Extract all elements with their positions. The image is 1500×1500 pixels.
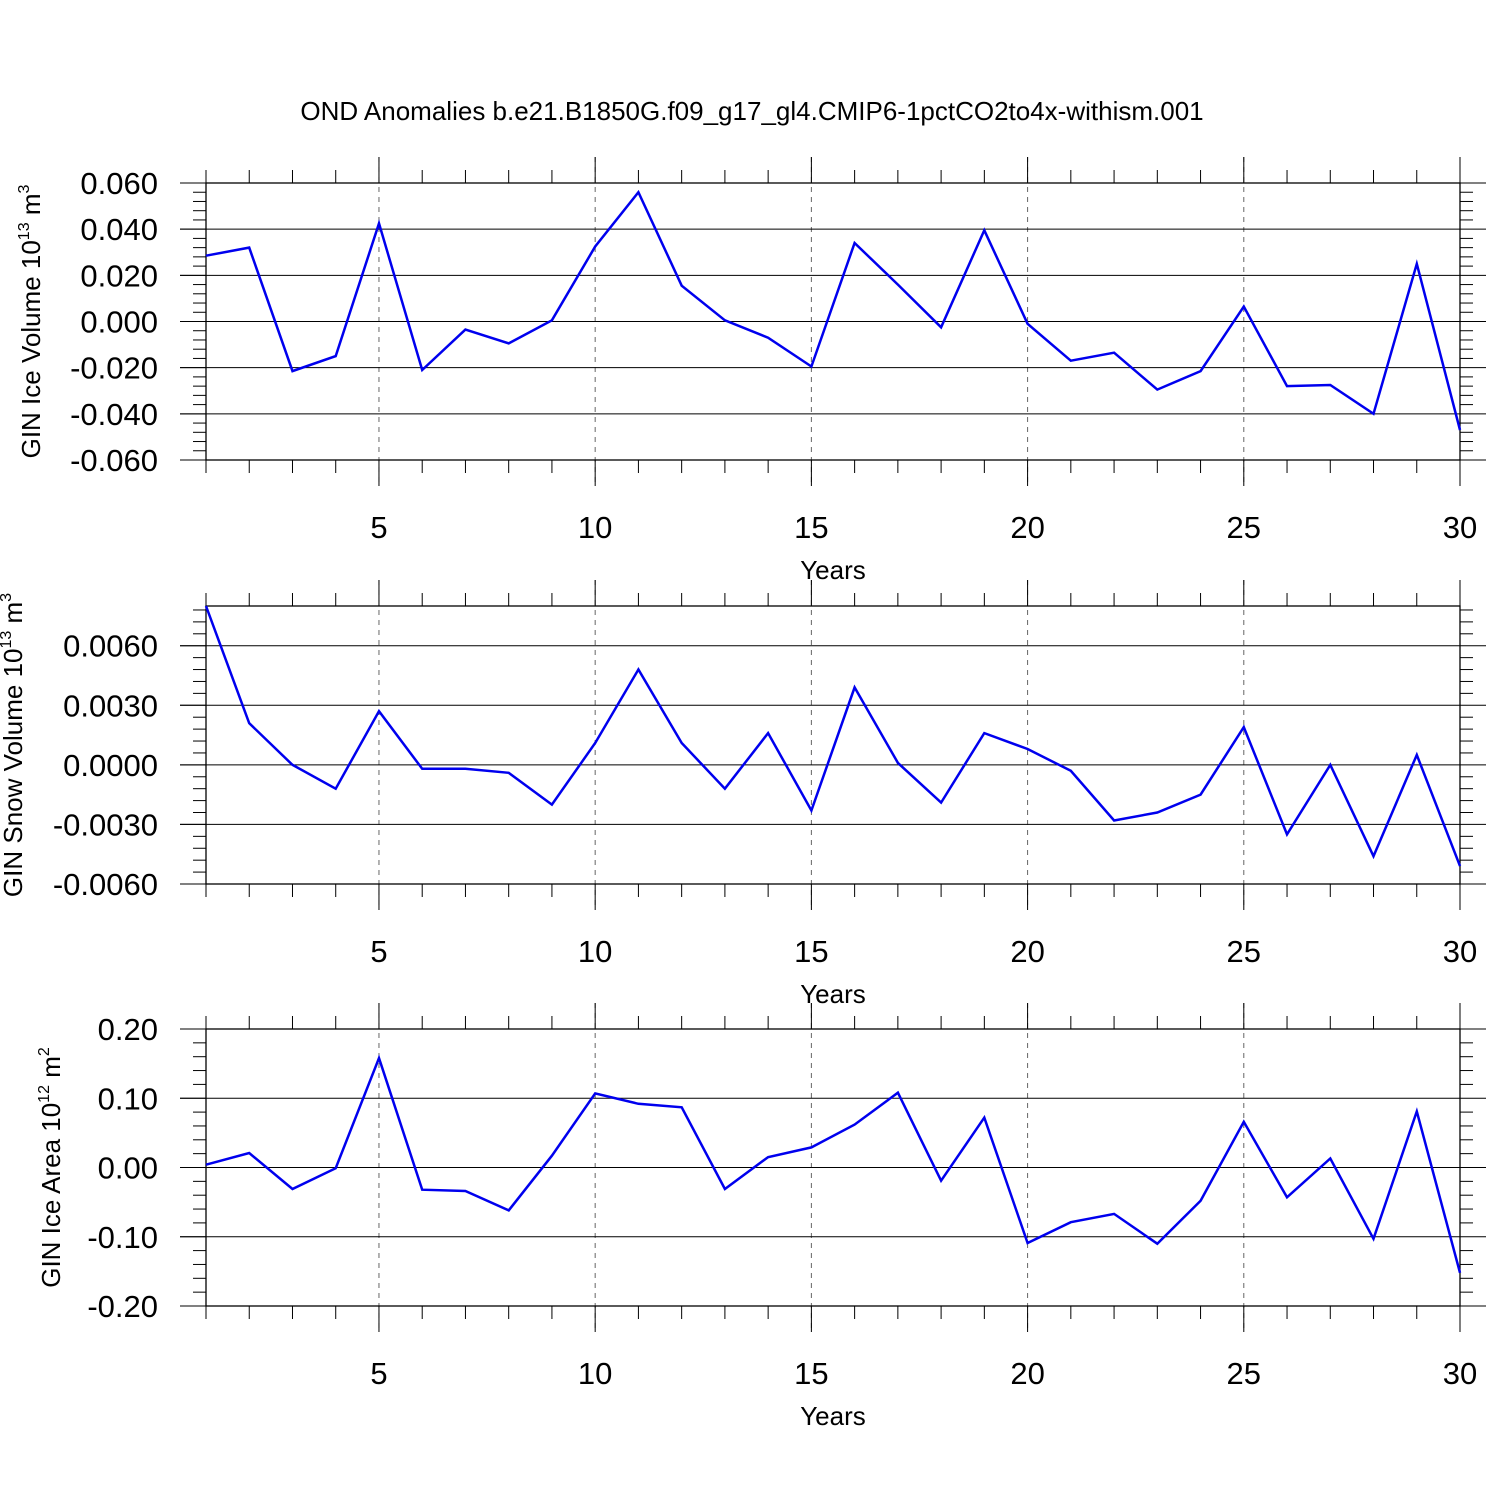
- x-tick-label: 20: [1010, 934, 1044, 969]
- x-tick-label: 5: [370, 510, 387, 545]
- y-axis-label: GIN Ice Volume 1013 m3: [16, 184, 46, 458]
- x-tick-label: 25: [1227, 1356, 1261, 1391]
- y-tick-label: 0.10: [98, 1081, 158, 1116]
- x-tick-label: 20: [1010, 510, 1044, 545]
- y-tick-label: -0.020: [70, 351, 158, 386]
- x-tick-label: 15: [794, 934, 828, 969]
- plot-frame: [205, 1028, 1461, 1307]
- y-tick-label: -0.060: [70, 443, 158, 478]
- x-tick-label: 10: [578, 510, 612, 545]
- series-line: [204, 605, 1462, 867]
- x-tick-label: 10: [578, 1356, 612, 1391]
- y-axis-label-text: m: [36, 1056, 66, 1085]
- y-axis-label-text: GIN Ice Volume 10: [16, 240, 46, 458]
- x-axis-label: Years: [800, 555, 866, 585]
- x-axis-label: Years: [800, 979, 866, 1009]
- x-tick-label: 5: [370, 1356, 387, 1391]
- y-axis-label-superscript: 13: [0, 631, 15, 649]
- y-axis-label: GIN Ice Area 1012 m2: [36, 1047, 66, 1288]
- y-axis-label-superscript: 3: [0, 593, 15, 602]
- y-tick-label: 0.060: [80, 166, 158, 201]
- y-tick-label: -0.0060: [53, 867, 158, 902]
- panel-ice-area: -0.20 -0.10 0.00 0.10 0.20 5 10 15 20 25 30 Years GI…: [36, 1003, 1486, 1431]
- x-tick-label: 15: [794, 510, 828, 545]
- x-tick-label: 20: [1010, 1356, 1044, 1391]
- y-tick-label: -0.040: [70, 397, 158, 432]
- y-axis-label-text: m: [0, 602, 28, 631]
- y-axis-label-superscript: 12: [36, 1085, 53, 1103]
- y-axis-label-superscript: 13: [16, 222, 33, 240]
- x-tick-label: 15: [794, 1356, 828, 1391]
- plot-frame: [205, 182, 1461, 461]
- y-tick-label: 0.20: [98, 1012, 158, 1047]
- x-tick-label: 30: [1443, 1356, 1477, 1391]
- plot-frame: [205, 605, 1461, 885]
- y-axis-label-superscript: 3: [16, 184, 33, 193]
- x-tick-label: 30: [1443, 510, 1477, 545]
- y-axis-label-text: GIN Snow Volume 10: [0, 649, 28, 898]
- panel-snow-volume: -0.0060 -0.0030 0.0000 0.0030 0.0060 5 10 15 20 2…: [0, 580, 1486, 1009]
- x-tick-label: 10: [578, 934, 612, 969]
- series-line: [205, 1054, 1462, 1274]
- series-line: [205, 189, 1462, 431]
- y-tick-label: 0.0060: [63, 629, 158, 664]
- y-tick-label: -0.10: [87, 1220, 158, 1255]
- y-axis-label-text: m: [16, 193, 46, 222]
- y-axis-label-text: GIN Ice Area 10: [36, 1103, 66, 1288]
- x-tick-label: 30: [1443, 934, 1477, 969]
- y-tick-label: 0.0030: [63, 688, 158, 723]
- x-tick-label: 5: [370, 934, 387, 969]
- y-tick-label: 0.00: [98, 1151, 158, 1186]
- panel-ice-volume: -0.060 -0.040 -0.020 0.000 0.020 0.040 0.060 5 1…: [16, 157, 1486, 585]
- y-tick-label: 0.020: [80, 258, 158, 293]
- y-tick-label: 0.0000: [63, 748, 158, 783]
- x-tick-label: 25: [1227, 510, 1261, 545]
- figure-title: OND Anomalies b.e21.B1850G.f09_g17_gl4.C…: [300, 96, 1203, 126]
- y-tick-label: 0.000: [80, 305, 158, 340]
- y-axis-label: GIN Snow Volume 1013 m3: [0, 593, 28, 897]
- y-tick-label: 0.040: [80, 212, 158, 247]
- y-tick-label: -0.0030: [53, 807, 158, 842]
- x-axis-label: Years: [800, 1401, 866, 1431]
- x-tick-label: 25: [1227, 934, 1261, 969]
- y-axis-label-superscript: 2: [36, 1047, 53, 1056]
- y-tick-label: -0.20: [87, 1289, 158, 1324]
